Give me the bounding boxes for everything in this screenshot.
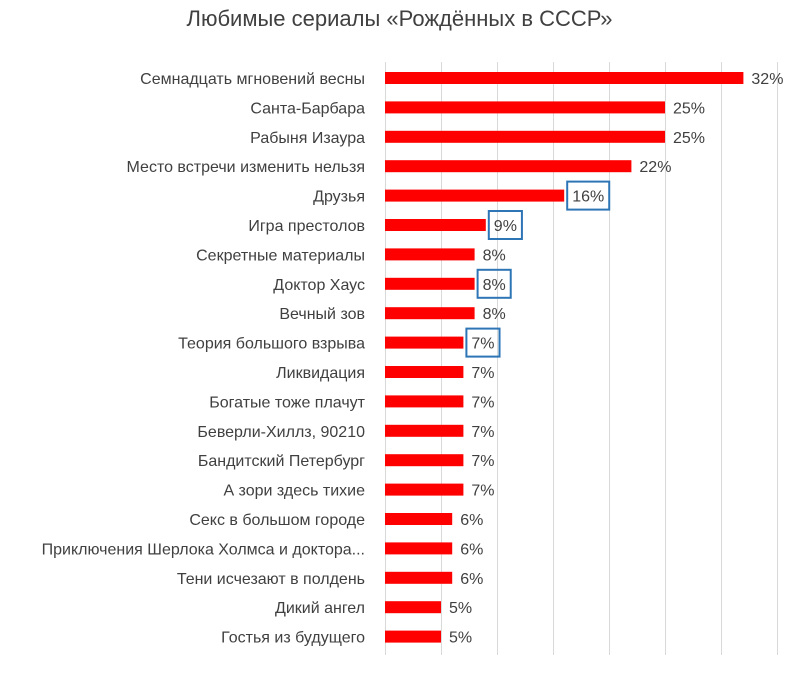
- category-label: Место встречи изменить нельзя: [127, 159, 365, 176]
- category-label: Дикий ангел: [275, 600, 365, 617]
- data-label: 7%: [471, 394, 494, 411]
- category-label: Друзья: [313, 189, 365, 206]
- data-label: 7%: [471, 336, 494, 353]
- data-label: 5%: [449, 600, 472, 617]
- data-label: 22%: [639, 159, 671, 176]
- bar: [385, 189, 565, 202]
- category-label: Тени исчезают в полдень: [177, 571, 365, 588]
- bar: [385, 130, 665, 143]
- category-label: Бандитский Петербург: [198, 453, 365, 470]
- data-label: 32%: [751, 71, 783, 88]
- category-label: Вечный зов: [279, 306, 365, 323]
- bar: [385, 601, 441, 614]
- bar: [385, 160, 632, 173]
- bar: [385, 395, 464, 408]
- bar: [385, 336, 464, 349]
- data-label: 9%: [494, 218, 517, 235]
- category-label: Приключения Шерлока Холмса и доктора...: [42, 541, 365, 558]
- category-label: Доктор Хаус: [273, 277, 365, 294]
- data-label: 6%: [460, 541, 483, 558]
- data-label: 25%: [673, 100, 705, 117]
- category-label: Беверли-Хиллз, 90210: [197, 424, 365, 441]
- bar: [385, 513, 453, 525]
- category-label: Санта-Барбара: [250, 100, 365, 117]
- bar: [385, 454, 464, 467]
- data-label: 7%: [471, 453, 494, 470]
- category-label: Рабыня Изаура: [250, 130, 365, 147]
- highlight-box: [476, 268, 512, 299]
- category-label: Теория большого взрыва: [178, 336, 365, 353]
- data-label: 7%: [471, 365, 494, 382]
- category-label: Секретные материалы: [196, 247, 365, 264]
- chart-title: Любимые сериалы «Рождённых в СССР»: [186, 6, 613, 31]
- bar: [385, 542, 453, 555]
- data-label: 7%: [471, 424, 494, 441]
- bar: [385, 277, 475, 290]
- data-label: 8%: [483, 247, 506, 264]
- category-label: Богатые тоже плачут: [209, 394, 365, 411]
- data-label: 5%: [449, 630, 472, 647]
- data-label: 25%: [673, 130, 705, 147]
- highlight-box: [566, 180, 611, 211]
- data-label: 8%: [483, 277, 506, 294]
- highlight-box: [487, 210, 523, 240]
- category-label: А зори здесь тихие: [223, 483, 365, 500]
- category-label: Семнадцать мгновений весны: [140, 71, 365, 88]
- bar: [385, 483, 464, 496]
- category-label: Гостья из будущего: [221, 630, 365, 647]
- bar: [385, 72, 744, 84]
- bar: [385, 307, 475, 320]
- data-label: 6%: [460, 571, 483, 588]
- bar: [385, 219, 486, 231]
- bar: [385, 366, 464, 378]
- bar: [385, 571, 453, 584]
- data-label: 6%: [460, 512, 483, 529]
- bar: [385, 424, 464, 437]
- bar: [385, 248, 475, 261]
- data-label: 16%: [572, 189, 604, 206]
- data-label: 7%: [471, 483, 494, 500]
- category-label: Ликвидация: [276, 365, 365, 382]
- highlight-box: [465, 327, 501, 358]
- data-label: 8%: [483, 306, 506, 323]
- bar: [385, 630, 441, 643]
- bar: [385, 101, 665, 114]
- category-label: Игра престолов: [248, 218, 365, 235]
- category-label: Секс в большом городе: [189, 512, 365, 529]
